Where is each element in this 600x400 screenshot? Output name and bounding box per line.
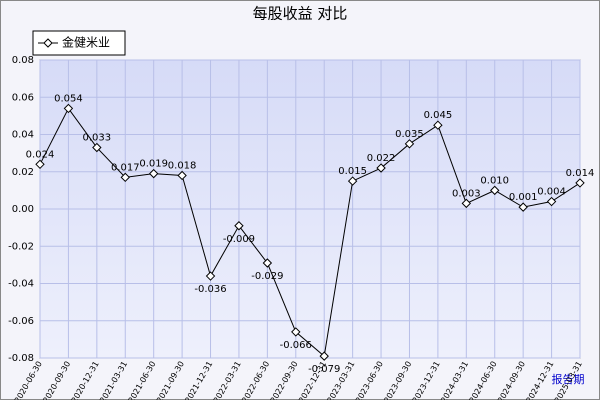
x-axis-label: 报告期 <box>552 372 585 386</box>
chart-title: 每股收益 对比 <box>253 5 348 23</box>
point <box>120 172 130 183</box>
data-label: 0.035 <box>395 129 424 140</box>
point <box>376 163 386 173</box>
y-tick-label: 0.02 <box>12 167 34 178</box>
data-label: 0.015 <box>338 166 367 177</box>
data-label: 0.014 <box>566 168 595 179</box>
y-tick-label: -0.08 <box>8 353 34 364</box>
point <box>177 170 187 181</box>
point <box>518 202 528 212</box>
data-label: 0.001 <box>509 192 538 203</box>
point <box>433 120 443 130</box>
y-tick-label: -0.02 <box>8 241 34 252</box>
data-label: -0.066 <box>280 340 312 351</box>
series-line <box>39 107 581 358</box>
y-tick-label: 0.04 <box>12 130 34 141</box>
data-label: 0.010 <box>480 175 509 186</box>
point <box>291 327 301 337</box>
y-tick-label: -0.06 <box>8 316 34 327</box>
point <box>234 221 244 231</box>
point <box>63 103 74 114</box>
point <box>404 139 415 149</box>
point <box>148 168 159 179</box>
data-label: 0.017 <box>111 162 140 173</box>
point <box>575 178 585 188</box>
data-label: -0.029 <box>251 271 283 282</box>
y-tick-label: 0.06 <box>12 92 34 103</box>
point <box>319 351 329 361</box>
data-label: 0.004 <box>537 187 566 198</box>
legend-label: 金健米业 <box>62 35 110 50</box>
data-label: 0.024 <box>26 149 55 160</box>
data-label: 0.033 <box>83 133 112 144</box>
point <box>35 159 45 170</box>
point <box>92 142 102 153</box>
y-tick-label: 0.08 <box>12 55 34 66</box>
point <box>490 185 500 196</box>
data-label: 0.018 <box>168 160 197 171</box>
point <box>205 271 216 281</box>
point <box>262 258 273 268</box>
data-label: 0.019 <box>139 159 168 170</box>
point <box>546 196 557 207</box>
point <box>347 176 358 186</box>
data-label: 0.045 <box>424 110 453 121</box>
y-tick-label: -0.04 <box>8 279 34 290</box>
data-label: -0.036 <box>194 284 226 295</box>
legend-marker <box>43 38 53 48</box>
data-label: -0.079 <box>308 364 340 375</box>
data-label: 0.003 <box>452 188 481 199</box>
point <box>461 198 472 209</box>
data-label: -0.009 <box>223 234 255 245</box>
data-label: 0.022 <box>367 153 396 164</box>
data-label: 0.054 <box>54 93 83 104</box>
y-tick-label: 0.00 <box>12 204 34 215</box>
